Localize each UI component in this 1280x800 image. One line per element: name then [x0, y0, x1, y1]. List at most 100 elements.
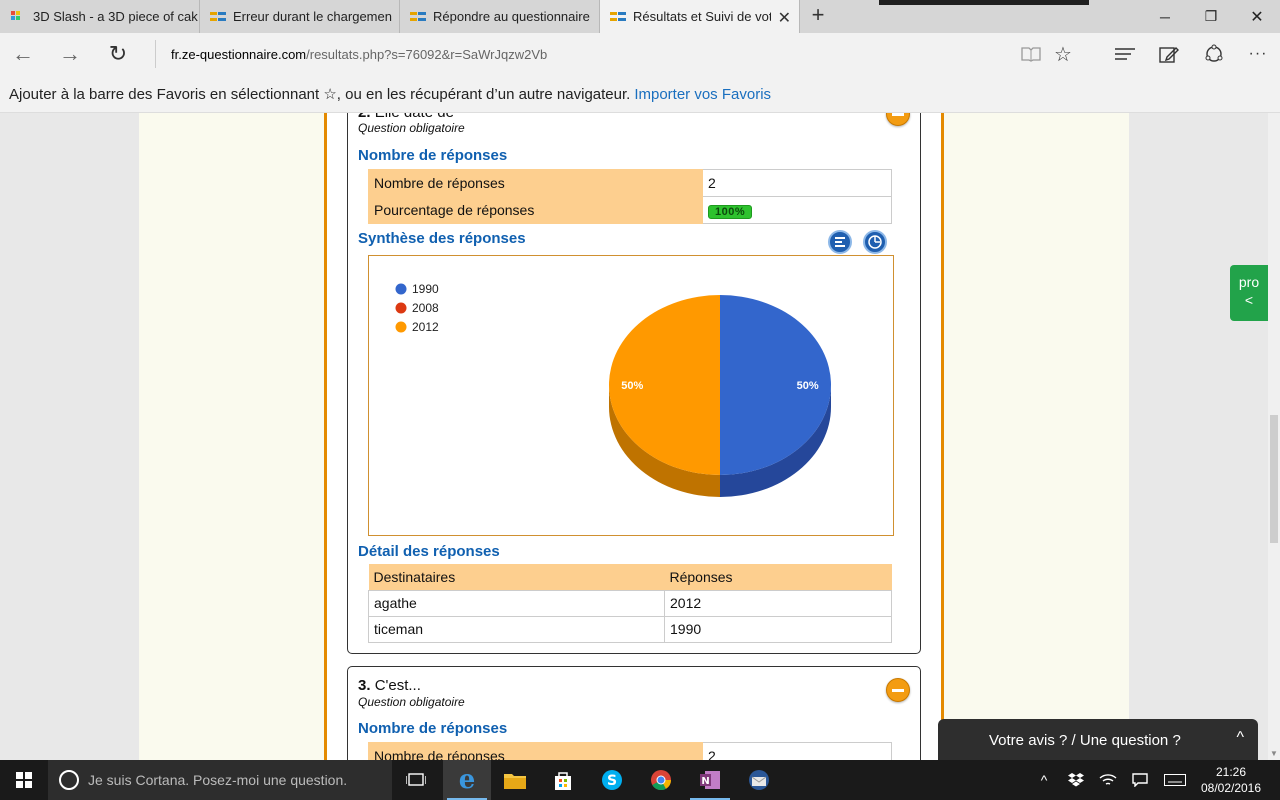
refresh-icon[interactable]: ↻: [108, 41, 128, 66]
hub-icon[interactable]: [1110, 39, 1140, 69]
notifications-icon[interactable]: [1128, 760, 1152, 800]
legend-label[interactable]: 2008: [412, 301, 439, 315]
stat-label: Nombre de réponses: [368, 169, 703, 197]
question-text: C'est...: [374, 677, 421, 694]
close-window-button[interactable]: ✕: [1250, 8, 1264, 26]
table-header-row: Destinataires Réponses: [368, 564, 892, 590]
ze-questionnaire-icon: [610, 11, 626, 21]
tab-resultats[interactable]: Résultats et Suivi de vot ✕: [600, 0, 800, 33]
cortana-placeholder: Je suis Cortana. Posez-moi une question.: [88, 772, 348, 788]
synthesis-heading: Synthèse des réponses: [358, 230, 526, 247]
stat-value: 2: [702, 169, 892, 197]
window-drag-strip: [879, 0, 1089, 5]
tab-label: 3D Slash - a 3D piece of cak: [33, 9, 198, 24]
question-number: 2.: [358, 113, 371, 121]
table-row: Pourcentage de réponses 100%: [368, 196, 892, 224]
pie-chart-view-icon[interactable]: [863, 230, 887, 254]
legend-label[interactable]: 2012: [412, 320, 439, 334]
import-favorites-link[interactable]: Importer vos Favoris: [634, 85, 772, 103]
thunderbird-icon[interactable]: [735, 760, 783, 800]
legend-marker: [395, 302, 407, 314]
column-header-recipients: Destinataires: [368, 564, 665, 590]
stat-label: Pourcentage de réponses: [368, 196, 703, 224]
cortana-search-box[interactable]: Je suis Cortana. Posez-moi une question.: [48, 760, 392, 800]
legend-marker: [395, 321, 407, 333]
url-domain: fr.ze-questionnaire.com: [171, 46, 307, 62]
table-row: Nombre de réponses 2: [368, 169, 892, 197]
cortana-icon: [59, 770, 79, 790]
keyboard-icon[interactable]: [1162, 760, 1188, 800]
onenote-icon[interactable]: N: [686, 760, 734, 800]
tab-bar: 3D Slash - a 3D piece of cak Erreur dura…: [0, 0, 1280, 33]
start-button[interactable]: [0, 760, 48, 800]
pie-data-label: 50%: [797, 380, 819, 392]
close-tab-icon[interactable]: ✕: [777, 10, 791, 27]
collapse-question-button[interactable]: [886, 678, 910, 702]
forward-arrow-icon[interactable]: →: [59, 41, 81, 66]
tab-repondre[interactable]: Répondre au questionnaire: [400, 0, 600, 33]
tab-3dslash[interactable]: 3D Slash - a 3D piece of cak: [0, 0, 200, 33]
recipient-answer: 2012: [664, 589, 892, 617]
dropbox-icon[interactable]: [1064, 760, 1088, 800]
pie-slice[interactable]: [609, 295, 720, 475]
table-row: ticeman 1990: [368, 615, 892, 643]
scroll-down-arrow-icon[interactable]: ▼: [1270, 749, 1278, 758]
pie-chart-container: 1990 2008 2012 50% 50%: [368, 255, 894, 536]
minimize-button[interactable]: ─: [1160, 8, 1170, 25]
clock-time: 21:26: [1215, 765, 1247, 779]
edge-taskbar-icon[interactable]: e: [443, 760, 491, 800]
scrollbar-thumb[interactable]: [1270, 415, 1278, 543]
question-subtitle: Question obligatoire: [358, 121, 465, 135]
tab-erreur[interactable]: Erreur durant le chargemen: [200, 0, 400, 33]
svg-text:S: S: [607, 773, 617, 789]
column-header-answers: Réponses: [664, 564, 892, 590]
file-explorer-icon[interactable]: [491, 760, 539, 800]
store-icon[interactable]: [539, 760, 587, 800]
new-tab-button[interactable]: +: [811, 2, 825, 27]
ze-questionnaire-icon: [410, 11, 426, 21]
recipient-answer: 1990: [664, 615, 892, 643]
pie-slice-side: [609, 385, 720, 497]
stat-value: 2: [702, 742, 892, 760]
wifi-icon[interactable]: [1096, 760, 1120, 800]
address-bar: ← → ↻ fr.ze-questionnaire.com/resultats.…: [0, 33, 1280, 76]
chevron-left-icon: <: [1244, 292, 1254, 308]
side-pro-tab[interactable]: pro <: [1230, 265, 1268, 321]
more-menu-icon[interactable]: ···: [1248, 45, 1268, 62]
tab-label: Erreur durant le chargemen: [233, 9, 392, 24]
share-icon[interactable]: [1199, 39, 1229, 69]
favorite-star-icon[interactable]: ☆: [1054, 43, 1072, 66]
chrome-icon[interactable]: [637, 760, 685, 800]
side-tab-label: pro: [1238, 274, 1260, 290]
detail-heading: Détail des réponses: [358, 543, 500, 560]
back-arrow-icon[interactable]: ←: [12, 41, 34, 66]
skype-icon[interactable]: S: [588, 760, 636, 800]
pie-chart: 1990 2008 2012 50% 50%: [395, 282, 831, 497]
stat-label: Nombre de réponses: [368, 742, 703, 760]
percentage-badge: 100%: [708, 204, 753, 219]
tab-label: Résultats et Suivi de vot: [633, 9, 771, 24]
recipient-name: agathe: [368, 589, 665, 617]
ze-questionnaire-icon: [210, 11, 226, 21]
reading-view-icon[interactable]: [1016, 39, 1046, 69]
show-hidden-icons-chevron-icon[interactable]: ^: [1040, 772, 1048, 788]
task-view-icon[interactable]: [392, 760, 440, 800]
web-note-icon[interactable]: [1154, 39, 1184, 69]
feedback-widget[interactable]: Votre avis ? / Une question ? ^: [938, 719, 1258, 760]
restore-button[interactable]: ❐: [1204, 8, 1218, 24]
windows-logo-icon: [16, 772, 32, 788]
chevron-up-icon[interactable]: ^: [1236, 729, 1244, 746]
table-row: agathe 2012: [368, 589, 892, 617]
legend-label[interactable]: 1990: [412, 282, 439, 296]
vertical-scrollbar[interactable]: ▼: [1268, 113, 1280, 760]
taskbar-clock[interactable]: 21:26 08/02/2016: [1196, 764, 1266, 796]
detail-table: Destinataires Réponses agathe 2012 ticem…: [368, 564, 892, 643]
url-field[interactable]: fr.ze-questionnaire.com/resultats.php?s=…: [155, 40, 1015, 68]
pie-slice-side: [720, 385, 831, 497]
pie-slice[interactable]: [720, 295, 831, 475]
clock-date: 08/02/2016: [1200, 781, 1262, 795]
question-card-2: 2. Elle date de Question obligatoire Nom…: [347, 113, 921, 654]
question-title: 3. C'est...: [358, 677, 421, 694]
collapse-question-button[interactable]: [886, 113, 910, 126]
bar-chart-view-icon[interactable]: [828, 230, 852, 254]
